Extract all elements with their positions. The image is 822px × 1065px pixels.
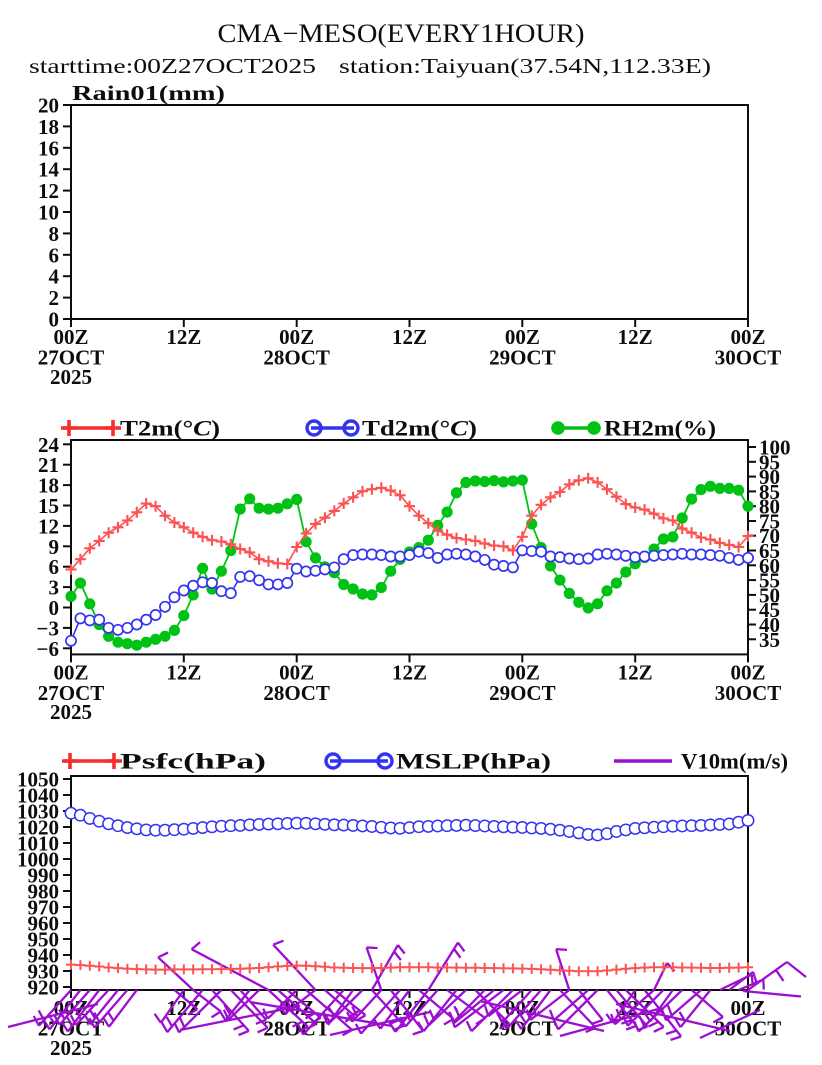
svg-text:970: 970 [28,896,60,920]
svg-text:6: 6 [49,243,60,267]
svg-text:Psfc(hPa): Psfc(hPa) [120,749,266,774]
svg-text:28OCT: 28OCT [263,681,330,705]
svg-text:4: 4 [49,265,60,289]
svg-text:2: 2 [49,286,60,310]
svg-text:29OCT: 29OCT [489,681,556,705]
svg-text:−3: −3 [37,616,59,640]
svg-text:10: 10 [38,201,59,225]
svg-text:00Z: 00Z [53,660,88,684]
svg-text:3: 3 [49,576,60,600]
svg-text:40: 40 [759,613,780,637]
svg-text:100: 100 [759,436,791,460]
svg-text:75: 75 [759,509,780,533]
svg-text:12Z: 12Z [166,660,201,684]
svg-text:50: 50 [759,583,780,607]
svg-text:12Z: 12Z [618,660,653,684]
svg-text:00Z: 00Z [730,325,765,349]
svg-text:1030: 1030 [17,800,59,824]
svg-text:1020: 1020 [17,816,59,840]
svg-text:15: 15 [38,494,59,518]
svg-text:RH2m(%): RH2m(%) [604,416,716,441]
svg-text:00Z: 00Z [505,325,540,349]
svg-text:45: 45 [759,598,780,622]
svg-text:0: 0 [49,308,60,332]
svg-text:27OCT: 27OCT [38,681,105,705]
svg-text:30OCT: 30OCT [715,681,782,705]
svg-text:00Z: 00Z [279,660,314,684]
svg-text:starttime:00Z27OCT2025: starttime:00Z27OCT2025 [29,54,316,78]
svg-text:T2m(°C): T2m(° C) [120,416,220,441]
svg-text:55: 55 [759,569,780,593]
svg-text:12Z: 12Z [392,660,427,684]
svg-text:60: 60 [759,554,780,578]
svg-text:V10m(m/s): V10m(m/s) [681,749,788,774]
svg-text:12: 12 [38,179,59,203]
svg-text:MSLP(hPa): MSLP(hPa) [396,749,551,774]
svg-text:14: 14 [38,158,60,182]
svg-text:16: 16 [38,136,59,160]
svg-text:12Z: 12Z [166,325,201,349]
svg-text:1000: 1000 [17,848,59,872]
svg-text:2025: 2025 [50,1036,92,1060]
svg-text:12: 12 [38,514,59,538]
svg-text:00Z: 00Z [505,660,540,684]
svg-text:2025: 2025 [50,365,92,389]
svg-text:21: 21 [38,453,59,477]
svg-text:2025: 2025 [50,700,92,724]
svg-text:00Z: 00Z [279,325,314,349]
svg-text:1010: 1010 [17,832,59,856]
svg-text:12Z: 12Z [618,325,653,349]
svg-text:29OCT: 29OCT [489,346,556,370]
svg-text:27OCT: 27OCT [38,346,105,370]
svg-text:00Z: 00Z [53,325,88,349]
svg-text:35: 35 [759,628,780,652]
svg-text:65: 65 [759,539,780,563]
svg-text:950: 950 [28,928,60,952]
svg-text:95: 95 [759,450,780,474]
svg-text:960: 960 [28,912,60,936]
svg-text:930: 930 [28,960,60,984]
svg-text:80: 80 [759,495,780,519]
svg-text:1050: 1050 [17,768,59,792]
svg-text:12Z: 12Z [392,325,427,349]
svg-text:990: 990 [28,864,60,888]
svg-text:Rain01(mm): Rain01(mm) [72,81,225,105]
svg-text:70: 70 [759,524,780,548]
svg-text:28OCT: 28OCT [263,1017,330,1041]
svg-text:00Z: 00Z [730,660,765,684]
svg-text:18: 18 [38,474,59,498]
svg-text:1040: 1040 [17,784,59,808]
svg-text:Td2m(°C): Td2m(° C) [362,416,477,441]
svg-text:6: 6 [49,555,60,579]
svg-text:8: 8 [49,222,60,246]
svg-text:980: 980 [28,880,60,904]
svg-text:9: 9 [49,535,60,559]
svg-text:920: 920 [28,976,60,1000]
svg-text:28OCT: 28OCT [263,346,330,370]
svg-text:station:Taiyuan(37.54N,112.33E: station:Taiyuan(37.54N,112.33E) [339,54,711,78]
svg-text:18: 18 [38,115,59,139]
svg-text:940: 940 [28,944,60,968]
svg-text:0: 0 [49,596,60,620]
svg-text:90: 90 [759,465,780,489]
svg-text:85: 85 [759,480,780,504]
svg-text:CMA−MESO(EVERY1HOUR): CMA−MESO(EVERY1HOUR) [218,19,585,48]
svg-text:30OCT: 30OCT [715,1017,782,1041]
svg-text:24: 24 [38,433,60,457]
svg-text:20: 20 [38,94,59,118]
svg-text:−6: −6 [37,637,59,661]
svg-text:30OCT: 30OCT [715,346,782,370]
